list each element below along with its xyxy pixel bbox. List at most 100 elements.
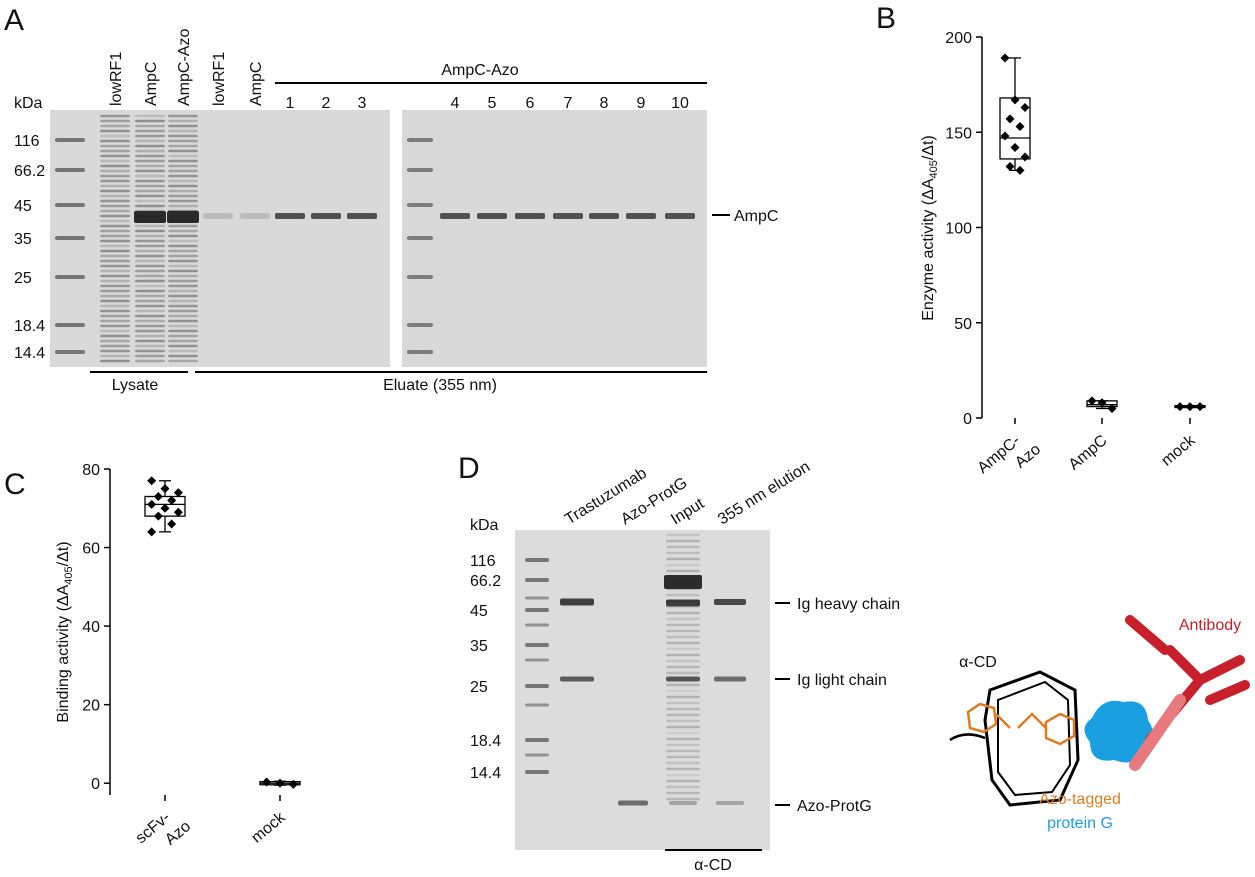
gel-band [666,791,700,795]
gel-band [100,199,130,203]
y-axis-label: Enzyme activity (ΔA405/Δt) [920,135,940,321]
gel-band [666,713,700,717]
gel-band [100,349,130,353]
gel-band [100,339,130,343]
gel-band [525,623,549,627]
lane-label: 9 [637,95,646,112]
band-label: AmpC [734,208,778,225]
gel-band [666,569,700,573]
gel-band [240,213,270,219]
gel-band [135,294,165,298]
section-label: α-CD [694,857,732,874]
gel-band [135,154,165,158]
x-tick-label: AmpC-Azo [975,426,1045,493]
y-tick-label: 200 [945,30,972,47]
gel-band [407,350,433,354]
marker-label: 25 [470,679,488,696]
gel-band [135,204,165,208]
gel-band [55,350,85,354]
gel-band [100,204,130,208]
gel-band [168,294,198,298]
gel-band [168,309,198,313]
gel-band [135,164,165,168]
gel-band [135,249,165,253]
gel-band [168,179,198,183]
gel-band [135,334,165,338]
gel-band [168,194,198,198]
gel-band [100,284,130,288]
gel-band [168,144,198,148]
gel-band [666,611,700,615]
x-tick-label-line: mock [1158,431,1199,469]
gel [515,530,770,850]
data-point [153,491,163,501]
gel-band [100,359,130,363]
gel-band [666,731,700,735]
gel-band [100,324,130,328]
gel-band [100,329,130,333]
data-point [167,495,177,505]
gel-band [135,224,165,228]
gel-band [168,239,198,243]
data-point [275,778,285,788]
gel-band [525,578,549,582]
gel-band [135,344,165,348]
marker-label: 35 [470,638,488,655]
gel-band [168,304,198,308]
gel-band [407,275,433,279]
gel-band [135,319,165,323]
band-label: Azo-ProtG [797,798,872,815]
gel-band [168,354,198,358]
gel-band [407,168,433,172]
gel-band [55,138,85,142]
gel-band [168,324,198,328]
lane-label: Input [668,495,708,529]
marker-label: 116 [14,133,40,150]
x-tick-label: mock [1158,431,1199,469]
data-point [1107,403,1117,413]
x-tick-label-line: AmpC [1066,432,1111,474]
gel-band [525,596,549,600]
gel-band [135,159,165,163]
gel-band [100,259,130,263]
data-point [147,527,157,537]
gel-band [407,236,433,240]
marker-label: 45 [14,198,32,215]
gel-band [100,269,130,273]
gel-band [168,254,198,258]
gel-band [135,359,165,363]
gel-band [100,314,130,318]
gel-band [135,279,165,283]
gel-band [100,164,130,168]
gel-band [666,743,700,747]
gel-band [666,773,700,777]
gel-band [666,599,700,607]
gel [50,110,390,367]
gel-band [135,324,165,328]
gel [402,110,707,367]
gel-band [100,129,130,133]
gel-band [666,695,700,699]
gel-band [477,213,507,219]
gel-band [669,801,697,805]
gel-band [666,671,700,675]
gel-band [135,304,165,308]
gel-band [55,275,85,279]
gel-band [666,689,700,693]
gel-band [100,234,130,238]
gel-band [100,354,130,358]
gel-band [666,737,700,741]
gel-band [666,749,700,753]
gel-band [666,659,700,663]
marker-label: 25 [14,270,32,287]
gel-band [311,213,341,219]
data-point [160,503,170,513]
data-point [1005,162,1015,172]
gel-band [135,309,165,313]
y-tick-label: 150 [945,125,972,142]
gel-band [407,203,433,207]
panel-letter: D [458,452,480,485]
marker-label: 116 [470,553,496,570]
gel-band [135,244,165,248]
gel-band [666,683,700,687]
